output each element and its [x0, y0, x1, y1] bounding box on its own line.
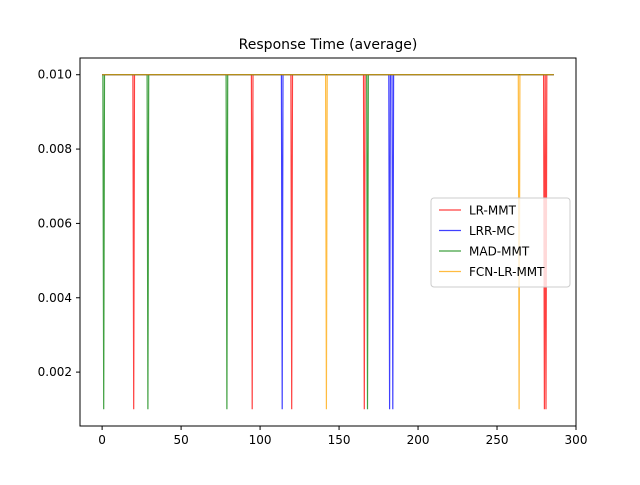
legend-label: LRR-MC — [469, 224, 515, 238]
plot-frame — [79, 57, 577, 427]
x-tick-label: 200 — [407, 433, 430, 447]
legend-label: LR-MMT — [469, 204, 517, 218]
x-tick-label: 150 — [328, 433, 351, 447]
x-tick-label: 50 — [173, 433, 188, 447]
axes-layer: 0 50 100 150 200 250 300 0.002 0.004 0.006 0.008 0.… — [38, 68, 588, 447]
y-tick-label: 0.004 — [38, 291, 72, 305]
chart-title: Response Time (average) — [239, 37, 418, 53]
y-tick-label: 0.006 — [38, 216, 72, 230]
series-line-fcn-lr-mmt — [102, 74, 554, 410]
legend-label: FCN-LR-MMT — [469, 265, 545, 279]
legend: LR-MMT LRR-MC MAD-MMT FCN-LR-MMT — [430, 197, 571, 288]
legend-box — [430, 197, 571, 288]
x-tick-label: 100 — [249, 433, 272, 447]
x-tick-label: 0 — [98, 433, 106, 447]
y-tick-label: 0.010 — [38, 68, 72, 82]
y-tick-label: 0.008 — [38, 142, 72, 156]
x-tick-label: 300 — [565, 433, 588, 447]
y-tick-label: 0.002 — [38, 365, 72, 379]
series-layer — [102, 74, 554, 410]
legend-label: MAD-MMT — [469, 245, 530, 259]
x-tick-label: 250 — [486, 433, 509, 447]
series-line-lrr-mc — [102, 74, 554, 410]
